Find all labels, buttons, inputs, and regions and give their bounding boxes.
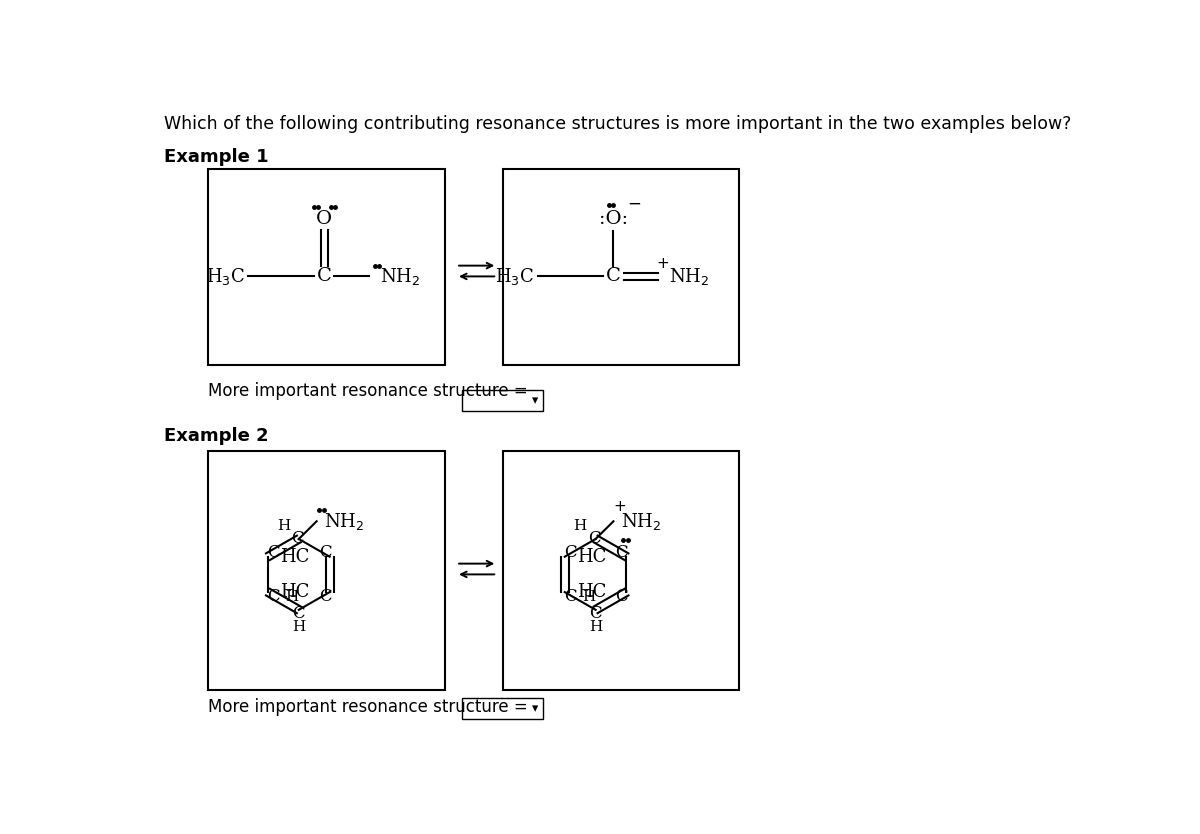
Text: C: C [616, 588, 628, 605]
Text: C: C [317, 268, 332, 285]
Text: C: C [616, 544, 628, 560]
Text: C: C [268, 588, 280, 605]
Text: :O:: :O: [599, 209, 628, 228]
Text: Example 1: Example 1 [164, 148, 269, 166]
Text: HC: HC [577, 548, 606, 565]
Text: C: C [588, 530, 600, 547]
Text: HC: HC [280, 548, 310, 565]
Bar [503, 168, 739, 365]
Text: C: C [564, 544, 576, 560]
Text: More important resonance structure =: More important resonance structure = [208, 382, 528, 399]
Text: +: + [656, 256, 668, 271]
Text: H$_3$C: H$_3$C [496, 266, 534, 287]
Text: O: O [317, 209, 332, 228]
Text: H: H [582, 590, 595, 604]
Text: NH$_2$: NH$_2$ [622, 510, 661, 532]
Bar [462, 697, 542, 719]
Text: +: + [613, 499, 626, 514]
Text: C: C [606, 268, 620, 285]
Text: H: H [589, 620, 602, 634]
Text: NH$_2$: NH$_2$ [324, 510, 365, 532]
Text: H: H [284, 590, 299, 604]
Text: C: C [293, 605, 305, 622]
Text: Which of the following contributing resonance structures is more important in th: Which of the following contributing reso… [164, 115, 1072, 133]
Text: NH$_2$: NH$_2$ [670, 266, 709, 287]
Bar [503, 451, 739, 690]
Bar [208, 451, 444, 690]
Text: H: H [277, 519, 290, 533]
Text: HC: HC [280, 583, 310, 601]
Text: NH$_2$: NH$_2$ [380, 266, 420, 287]
Text: H$_3$C: H$_3$C [206, 266, 245, 287]
Text: ▾: ▾ [532, 394, 539, 407]
Text: ▾: ▾ [532, 702, 539, 715]
Text: H: H [292, 620, 306, 634]
Text: −: − [628, 194, 641, 213]
Text: Example 2: Example 2 [164, 426, 269, 445]
Bar [208, 168, 444, 365]
Text: H: H [574, 519, 587, 533]
Text: C: C [564, 588, 576, 605]
Text: C: C [589, 605, 602, 622]
Text: C: C [290, 530, 304, 547]
Text: C: C [268, 544, 280, 560]
Text: HC: HC [577, 583, 606, 601]
Text: C: C [319, 588, 331, 605]
Text: C: C [319, 544, 331, 560]
Bar [462, 389, 542, 411]
Text: More important resonance structure =: More important resonance structure = [208, 697, 528, 716]
